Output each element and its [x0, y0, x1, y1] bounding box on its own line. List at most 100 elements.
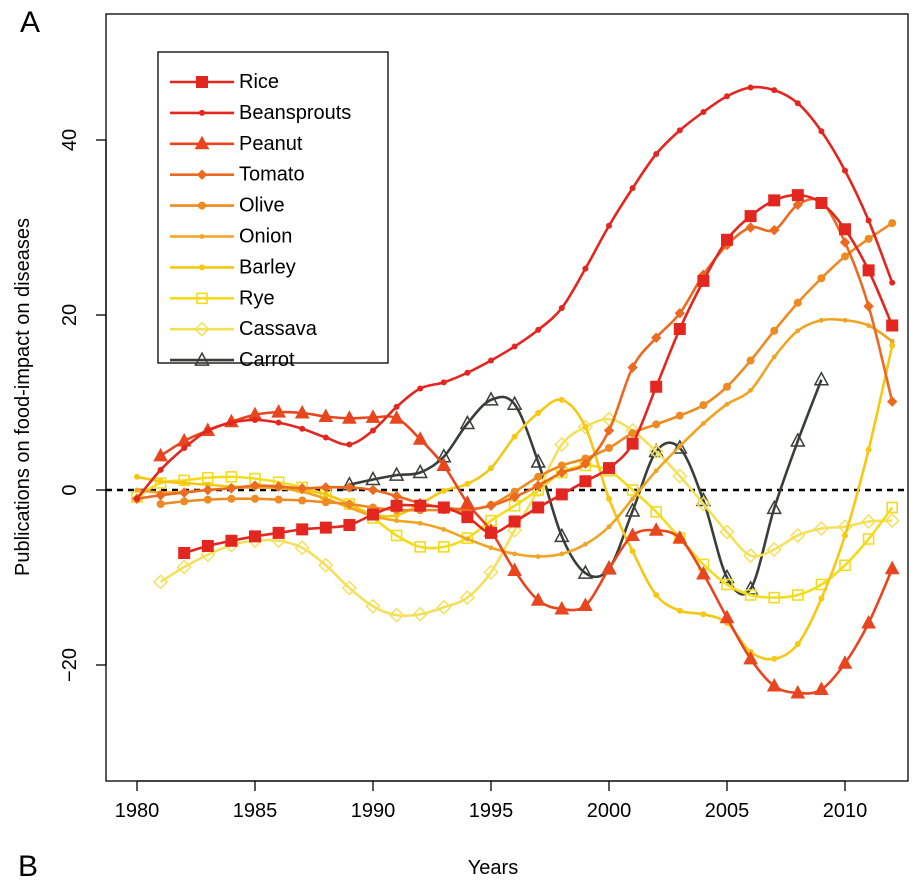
point-cassava [554, 436, 570, 453]
point-onion [819, 317, 824, 323]
point-olive [557, 461, 566, 470]
point-barley [629, 548, 636, 555]
point-onion [606, 524, 612, 530]
point-barley [535, 410, 542, 416]
point-cassava [200, 547, 216, 563]
legend-label: Rye [239, 287, 275, 309]
point-cassava [695, 496, 711, 512]
legend-item-tomato: Tomato [170, 164, 305, 186]
point-cassava [884, 513, 900, 529]
point-peanut [342, 410, 357, 424]
legend-label: Barley [239, 256, 296, 278]
point-rice [886, 319, 899, 332]
point-tomato [863, 301, 874, 312]
point-beansprouts [747, 84, 754, 91]
legend-item-beansprouts: Beansprouts [170, 102, 351, 124]
legend-swatch-marker [199, 234, 205, 239]
point-peanut [578, 597, 593, 611]
panel-label-a: A [20, 6, 40, 39]
point-peanut [530, 592, 546, 606]
point-barley [440, 487, 447, 494]
point-beansprouts [322, 434, 329, 441]
point-cassava [341, 580, 357, 596]
point-rice [249, 530, 261, 543]
point-beansprouts [771, 87, 778, 94]
point-barley [134, 473, 140, 480]
point-barley [322, 491, 329, 498]
point-peanut [766, 677, 782, 692]
point-beansprouts [346, 441, 353, 448]
point-rye [721, 578, 733, 591]
legend-item-onion: Onion [170, 226, 292, 248]
point-peanut [271, 404, 286, 418]
point-peanut [389, 410, 404, 424]
point-rye [744, 589, 757, 601]
point-onion [866, 323, 871, 328]
point-peanut [861, 614, 876, 629]
point-tomato [367, 484, 379, 496]
point-beansprouts [889, 279, 896, 286]
point-onion [417, 520, 423, 526]
point-cassava [719, 524, 735, 540]
point-beansprouts [700, 109, 707, 115]
point-peanut [554, 600, 570, 615]
x-axis-title: Years [468, 857, 518, 879]
point-tomato [202, 484, 214, 496]
point-olive [864, 234, 873, 243]
point-rice [201, 540, 214, 552]
point-rice [390, 499, 403, 512]
point-carrot [412, 463, 428, 479]
point-beansprouts [417, 385, 424, 392]
point-tomato [603, 425, 615, 436]
point-rye [768, 591, 781, 604]
point-rice [296, 523, 309, 536]
point-barley [606, 495, 612, 502]
point-beansprouts [228, 419, 235, 426]
point-barley [511, 433, 518, 440]
point-carrot [813, 371, 830, 386]
point-cassava [743, 548, 759, 564]
legend-swatch-marker [194, 135, 210, 150]
point-tomato [320, 482, 332, 493]
point-cassava [766, 541, 782, 558]
point-tomato [344, 482, 355, 493]
x-tick-label: 2010 [823, 800, 868, 822]
point-barley [488, 465, 494, 472]
point-olive [203, 495, 212, 504]
point-rice [721, 233, 733, 246]
point-beansprouts [818, 128, 825, 135]
point-carrot [554, 527, 570, 543]
point-beansprouts [676, 127, 683, 134]
point-rice [579, 475, 592, 488]
point-rye [437, 541, 450, 553]
legend-item-rice: Rice [170, 71, 279, 93]
point-rye [839, 559, 851, 572]
point-beansprouts [606, 222, 612, 229]
point-onion [465, 536, 470, 542]
point-cassava [507, 522, 523, 538]
point-olive [345, 500, 354, 508]
point-cassava [389, 607, 405, 623]
legend-item-carrot: Carrot [170, 349, 295, 371]
point-olive [746, 356, 755, 365]
point-beansprouts [629, 185, 636, 192]
legend-item-rye: Rye [170, 287, 275, 309]
point-rice [367, 508, 379, 521]
point-tomato [627, 362, 638, 373]
point-rye [390, 529, 403, 542]
point-carrot [483, 391, 499, 406]
legend-item-cassava: Cassava [170, 318, 318, 340]
point-tomato [674, 308, 686, 319]
point-olive [510, 487, 519, 496]
point-carrot [624, 502, 641, 517]
point-onion [559, 551, 565, 557]
series-layer [131, 84, 900, 699]
legend-label: Rice [239, 71, 279, 93]
point-tomato [792, 199, 804, 210]
point-olive [605, 444, 613, 452]
point-beansprouts [464, 369, 471, 376]
point-barley [889, 342, 896, 349]
point-rice [673, 323, 686, 335]
point-olive [770, 326, 779, 335]
legend-label: Beansprouts [239, 102, 351, 124]
